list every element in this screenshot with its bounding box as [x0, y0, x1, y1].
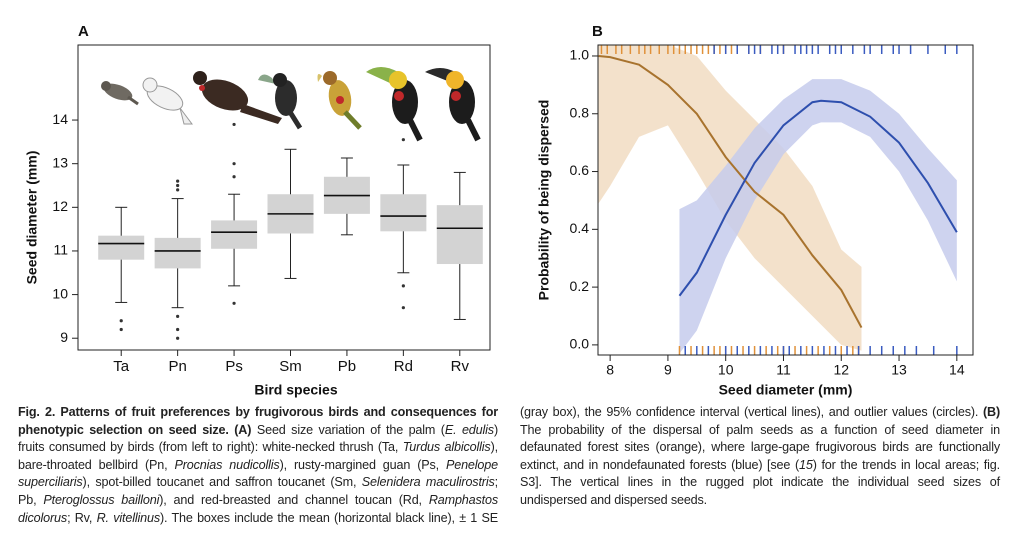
y-tick-label: 13 [52, 154, 68, 170]
caption-text: The probability of the dispersal of palm… [520, 422, 1000, 472]
caption-text: ), spot-billed toucanet and saffron touc… [82, 475, 362, 490]
plot-frame [597, 44, 974, 356]
se-box [98, 235, 145, 260]
y-tick-label: 0.0 [570, 336, 590, 352]
plot-frame [77, 44, 491, 351]
outlier [176, 336, 180, 340]
outlier [232, 175, 236, 179]
bird-ta [101, 81, 139, 106]
caption-text: ; Pb, [18, 475, 498, 507]
x-tick-label: Sm [279, 358, 302, 375]
x-axis-label: Seed diameter (mm) [719, 382, 853, 398]
x-tick-label: 14 [949, 362, 965, 378]
caption-text: Seed size variation of the palm ( [251, 422, 445, 437]
caption-text: ), rusty-margined guan (Ps, [279, 457, 446, 472]
caption-text: ), and red-breasted and channel toucan (… [159, 492, 429, 507]
outlier [232, 162, 236, 166]
bird-illustrations [101, 67, 481, 142]
x-tick-label: Rv [451, 358, 470, 375]
y-tick-label: 0.4 [570, 220, 590, 236]
y-tick-label: 1.0 [570, 47, 590, 63]
x-tick-label: Ps [225, 358, 243, 375]
bird-rv [425, 68, 481, 142]
y-axis-label: Probability of being dispersed [536, 100, 552, 301]
se-box [380, 194, 427, 232]
x-tick-label: Rd [394, 358, 413, 375]
y-tick-label: 9 [60, 329, 68, 345]
se-box [436, 205, 483, 265]
caption-text: ) for the trends in local areas; fig. S3… [520, 457, 1000, 507]
caption-italic: Procnias nudicollis [174, 457, 280, 472]
x-axis-label: Bird species [254, 382, 337, 398]
outlier [232, 301, 236, 305]
caption-italic: 15 [799, 457, 813, 472]
x-tick-label: 13 [891, 362, 907, 378]
outlier [176, 183, 180, 188]
plot-area [598, 45, 958, 354]
caption-italic: Penelope superciliaris [18, 457, 498, 490]
x-tick-label: 12 [833, 362, 849, 378]
x-tick-label: 9 [664, 362, 672, 378]
y-axis-label: Seed diameter (mm) [24, 151, 40, 285]
outlier [119, 327, 123, 332]
caption-text: ), bare-throated bellbird (Pn, [18, 440, 498, 472]
y-tick-label: 0.6 [570, 162, 590, 178]
bird-sm [258, 73, 303, 130]
outlier [176, 314, 180, 319]
outlier [176, 188, 180, 192]
x-tick-label: 10 [718, 362, 734, 378]
caption-text: ; Rv, [67, 510, 97, 525]
se-box [211, 220, 258, 249]
probability-line [598, 54, 863, 329]
caption-italic: E. edulis [444, 422, 494, 437]
y-tick-label: 10 [52, 285, 68, 301]
y-tick-label: 12 [52, 198, 68, 214]
bird-rd [366, 67, 423, 142]
caption-text: ) fruits consumed by birds (from left to… [18, 422, 499, 455]
outlier [401, 284, 405, 288]
bird-pn [142, 77, 193, 125]
caption-italic: R. vitellinus [96, 510, 161, 525]
x-tick-label: 8 [606, 362, 614, 378]
panel-label: B [592, 23, 603, 40]
x-tick-label: Ta [113, 358, 130, 375]
confidence-band [679, 79, 957, 354]
figure: A Seed diameter (mm) Bird species 9 10 11 12 13… [24, 23, 974, 398]
panel-label: A [78, 23, 89, 40]
outlier [176, 327, 180, 332]
y-tick-label: 11 [53, 242, 68, 258]
y-tick-label: 0.2 [570, 278, 590, 294]
bird-pb [317, 71, 362, 130]
x-tick-label: Pb [338, 358, 356, 375]
outlier [401, 138, 405, 142]
caption-bold: Fig. 2. Patterns of fruit preferences by… [18, 405, 498, 437]
se-box [154, 237, 201, 269]
figure-caption: Fig. 2. Patterns of fruit preferences by… [18, 404, 1000, 540]
caption-text: ). The boxes include the mean (horizonta… [160, 405, 983, 525]
caption-italic: Ramphastos dicolorus [18, 492, 499, 525]
caption-italic: Turdus albicollis [402, 440, 491, 455]
x-tick-label: 11 [776, 362, 791, 378]
outlier [232, 122, 236, 127]
outlier [401, 306, 405, 310]
y-tick-label: 0.8 [570, 104, 590, 120]
caption-italic: Pteroglossus bailloni [43, 492, 160, 507]
probability-line [678, 99, 958, 297]
x-tick-label: Pn [168, 358, 186, 375]
caption-italic: Selenidera maculirostris [361, 475, 495, 490]
y-tick-label: 14 [52, 111, 68, 127]
outlier [119, 319, 123, 323]
outlier [176, 179, 180, 183]
bird-ps [193, 71, 282, 124]
caption-bold: (B) [982, 405, 1000, 419]
